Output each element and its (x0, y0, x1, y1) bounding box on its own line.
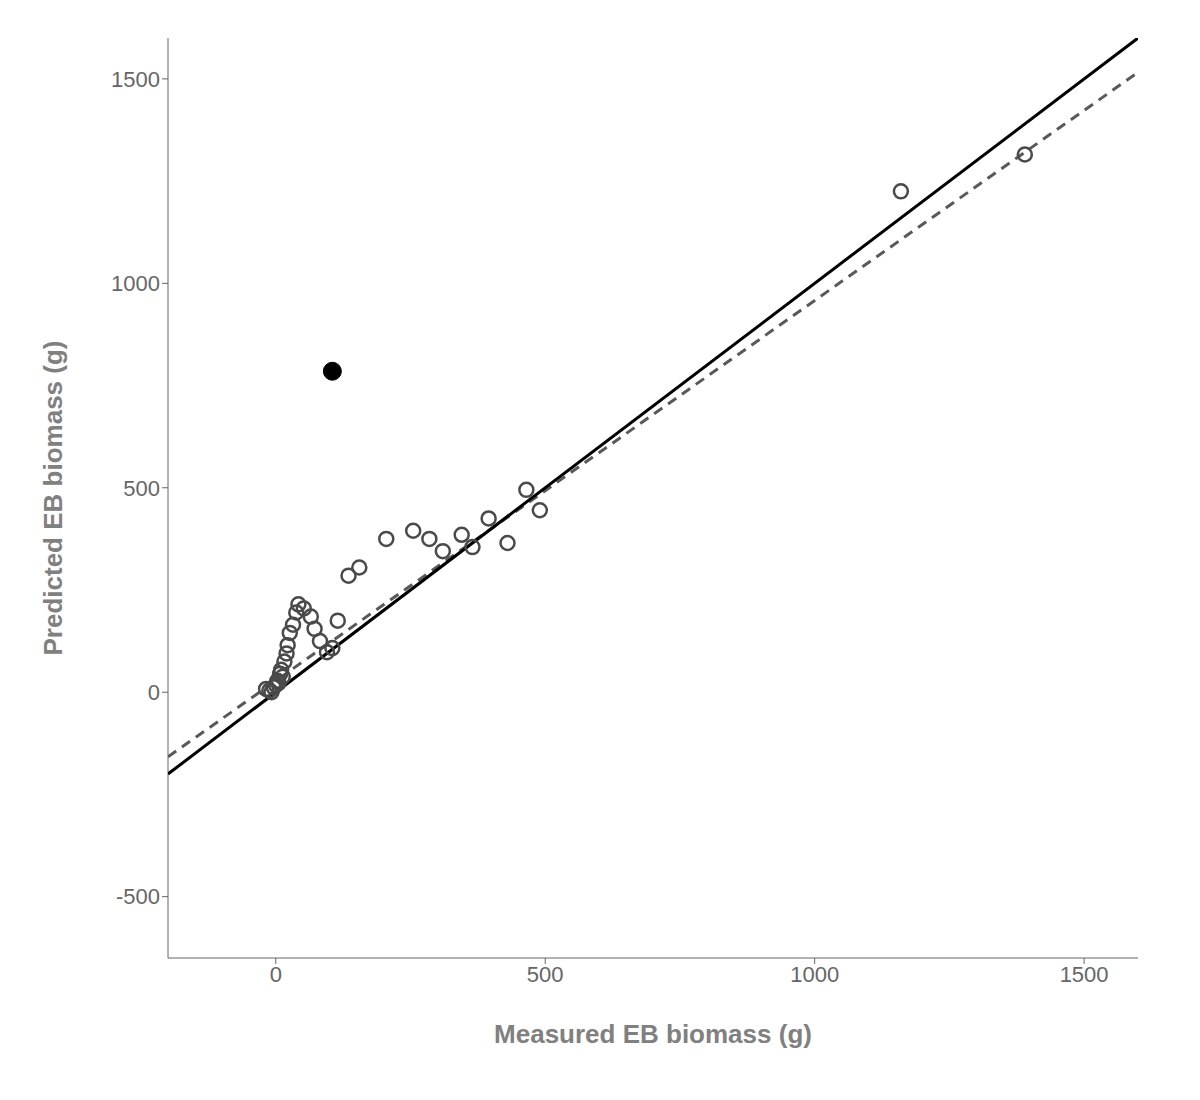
svg-text:Measured EB biomass (g): Measured EB biomass (g) (494, 1019, 812, 1049)
svg-text:0: 0 (270, 962, 282, 987)
svg-text:500: 500 (123, 476, 160, 501)
svg-text:1500: 1500 (1060, 962, 1109, 987)
svg-text:1000: 1000 (790, 962, 839, 987)
svg-text:-500: -500 (116, 884, 160, 909)
svg-text:Predicted EB biomass (g): Predicted EB biomass (g) (38, 341, 68, 656)
svg-text:1500: 1500 (111, 67, 160, 92)
svg-text:500: 500 (527, 962, 564, 987)
svg-text:1000: 1000 (111, 271, 160, 296)
svg-text:0: 0 (148, 680, 160, 705)
